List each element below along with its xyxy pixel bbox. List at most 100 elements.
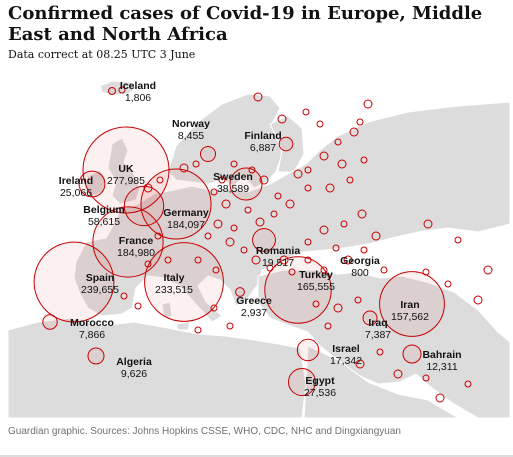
case-count-israel: 17,342 [330, 355, 362, 367]
case-bubble-greece [235, 287, 245, 297]
country-name-norway: Norway [172, 118, 210, 130]
case-count-spain: 239,655 [81, 284, 119, 296]
small-case-bubble [164, 256, 172, 264]
small-case-bubble [316, 120, 324, 128]
case-bubble-bahrain [402, 344, 422, 364]
small-case-bubble [304, 256, 312, 264]
small-case-bubble [179, 163, 189, 173]
small-case-bubble [218, 176, 226, 184]
country-name-israel: Israel [332, 343, 360, 355]
country-name-france: France [119, 235, 154, 247]
small-case-bubble [210, 304, 218, 312]
case-bubble-morocco [42, 314, 58, 330]
small-case-bubble [304, 166, 312, 174]
case-count-morocco: 7,866 [79, 329, 105, 341]
small-case-bubble [354, 296, 362, 304]
small-case-bubble [304, 238, 312, 246]
small-case-bubble [393, 369, 403, 379]
small-case-bubble [230, 224, 238, 232]
case-bubble-ireland [78, 170, 106, 198]
small-case-bubble [346, 176, 354, 184]
case-count-ireland: 25,066 [60, 187, 92, 199]
case-count-norway: 8,455 [178, 130, 204, 142]
small-case-bubble [144, 260, 152, 268]
country-name-greece: Greece [236, 295, 272, 307]
case-count-france: 184,980 [117, 247, 155, 259]
case-bubble-norway [200, 146, 216, 162]
small-case-bubble [304, 184, 312, 192]
case-bubble-turkey [264, 256, 332, 324]
small-case-bubble [118, 86, 126, 94]
small-case-bubble [156, 176, 164, 184]
chart-title: Confirmed cases of Covid-19 in Europe, M… [8, 3, 483, 45]
small-case-bubble [454, 236, 462, 244]
case-bubble-romania [252, 228, 276, 252]
small-case-bubble [225, 237, 235, 247]
small-case-bubble [380, 266, 388, 274]
case-bubble-germany [140, 168, 212, 240]
case-bubble-italy [144, 242, 224, 322]
small-case-bubble [324, 322, 332, 330]
small-case-bubble [349, 127, 359, 137]
small-case-bubble [435, 393, 445, 403]
small-case-bubble [332, 244, 340, 252]
case-bubble-belgium [123, 185, 165, 227]
case-bubble-egypt [288, 368, 316, 396]
country-name-morocco: Morocco [70, 317, 114, 329]
small-case-bubble [221, 199, 231, 209]
case-count-algeria: 9,626 [121, 368, 147, 380]
small-case-bubble [194, 256, 202, 264]
case-count-egypt: 27,536 [304, 387, 336, 399]
small-case-bubble [312, 300, 320, 308]
country-name-bahrain: Bahrain [422, 349, 461, 361]
small-case-bubble [274, 192, 282, 200]
case-count-italy: 233,515 [155, 284, 193, 296]
small-case-bubble [333, 303, 343, 313]
country-name-turkey: Turkey [299, 269, 333, 281]
case-bubbles [33, 86, 493, 403]
case-bubble-france [92, 206, 164, 278]
small-case-bubble [120, 292, 128, 300]
country-name-iceland: Iceland [120, 80, 156, 92]
case-count-greece: 2,937 [241, 307, 267, 319]
country-name-finland: Finland [244, 130, 281, 142]
land-masses [8, 80, 510, 418]
case-count-georgia: 800 [351, 267, 369, 279]
small-case-bubble [423, 219, 433, 229]
case-bubble-finland [278, 136, 294, 152]
small-case-bubble [253, 92, 263, 102]
country-name-sweden: Sweden [213, 171, 253, 183]
small-case-bubble [302, 108, 310, 116]
small-case-bubble [334, 138, 342, 146]
small-case-bubble [340, 220, 348, 228]
case-bubble-algeria [87, 347, 105, 365]
country-name-iran: Iran [400, 299, 419, 311]
country-name-italy: Italy [163, 272, 184, 284]
small-case-bubble [230, 160, 238, 168]
small-case-bubble [270, 210, 278, 218]
case-count-uk: 277,985 [107, 175, 145, 187]
small-case-bubble [240, 246, 248, 254]
country-name-egypt: Egypt [305, 375, 335, 387]
small-case-bubble [251, 255, 261, 265]
case-bubble-spain [33, 241, 115, 323]
small-case-bubble [319, 225, 329, 235]
small-case-bubble [288, 268, 296, 276]
small-case-bubble [357, 209, 367, 219]
case-count-belgium: 58,615 [88, 216, 120, 228]
country-name-spain: Spain [86, 272, 115, 284]
small-case-bubble [194, 326, 202, 334]
case-count-sweden: 38,589 [217, 183, 249, 195]
small-case-bubble [337, 159, 347, 169]
country-name-belgium: Belgium [83, 204, 124, 216]
country-name-algeria: Algeria [116, 356, 152, 368]
small-case-bubble [226, 322, 234, 330]
small-case-bubble [371, 231, 381, 241]
case-bubble-israel [296, 338, 320, 362]
small-case-bubble [464, 380, 472, 388]
small-case-bubble [134, 302, 142, 310]
case-bubble-iceland [108, 87, 116, 95]
small-case-bubble [356, 118, 364, 126]
